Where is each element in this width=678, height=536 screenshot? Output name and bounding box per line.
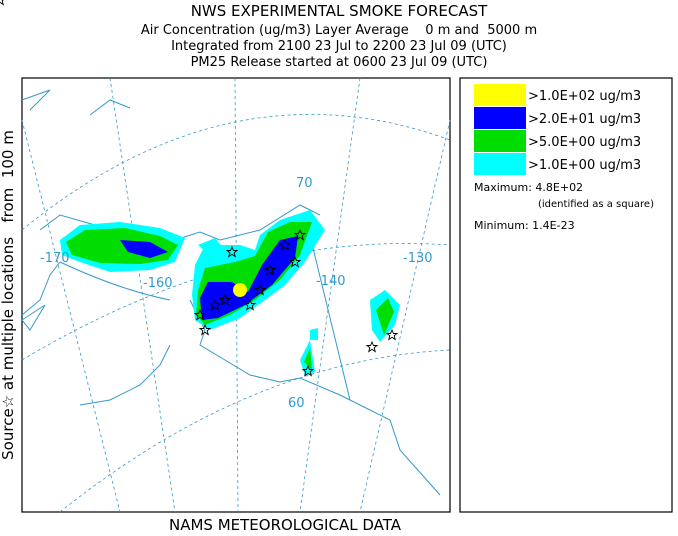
legend-swatch (474, 107, 526, 129)
legend-swatch (474, 153, 526, 175)
legend: >1.0E+02 ug/m3 >2.0E+01 ug/m3 >5.0E+00 ug/… (459, 77, 673, 513)
footer: NAMS METEOROLOGICAL DATA (169, 516, 402, 532)
legend-maximum: Maximum: 4.8E+02 (474, 181, 583, 194)
legend-swatch (474, 130, 526, 152)
title: NWS EXPERIMENTAL SMOKE FORECAST (191, 2, 488, 20)
grid-label: 70 (296, 176, 313, 191)
map: -170 -160 70 -140 -130 60 (0, 0, 451, 513)
subtitle: Air Concentration (ug/m3) Layer Average … (141, 23, 537, 38)
side-label: Source☆ at multiple locations from 100 m (0, 130, 17, 460)
smoke-plume (60, 210, 400, 376)
subtitle: Integrated from 2100 23 Jul to 2200 23 J… (171, 39, 507, 54)
grid-label: -140 (316, 274, 346, 289)
legend-maximum-note: (identified as a square) (538, 199, 654, 210)
grid-label: -170 (40, 251, 70, 266)
legend-label: >5.0E+00 ug/m3 (528, 135, 641, 150)
legend-label: >2.0E+01 ug/m3 (528, 112, 641, 127)
legend-label: >1.0E+02 ug/m3 (528, 89, 641, 104)
legend-label: >1.0E+00 ug/m3 (528, 158, 641, 173)
grid-label: -160 (143, 276, 173, 291)
grid-label: -130 (403, 251, 433, 266)
legend-minimum: Minimum: 1.4E-23 (474, 219, 575, 232)
legend-swatch (474, 84, 526, 106)
subtitle: PM25 Release started at 0600 23 Jul 09 (… (191, 55, 488, 70)
grid-label: 60 (288, 396, 305, 411)
